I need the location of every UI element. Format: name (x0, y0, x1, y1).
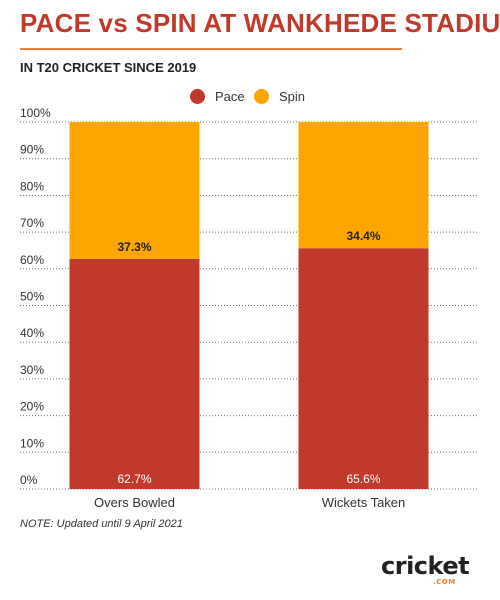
bar-spin (298, 122, 429, 249)
data-label: 37.3% (117, 240, 151, 254)
y-tick-label: 80% (20, 179, 44, 193)
x-tick-label: Wickets Taken (322, 495, 406, 510)
chart-subtitle: IN T20 CRICKET SINCE 2019 (20, 60, 197, 75)
y-tick-label: 30% (20, 363, 44, 377)
bar-pace (298, 248, 429, 489)
title-underline (20, 48, 402, 50)
logo-wordmark: cricket (381, 552, 470, 580)
y-tick-label: 90% (20, 143, 44, 157)
y-tick-label: 0% (20, 473, 38, 487)
footnote: NOTE: Updated until 9 April 2021 (20, 518, 183, 530)
data-label: 34.4% (346, 229, 380, 243)
chart-title: PACE vs SPIN AT WANKHEDE STADIUM (20, 8, 500, 38)
y-tick-label: 70% (20, 216, 44, 230)
y-tick-label: 20% (20, 400, 44, 414)
legend-label-spin: Spin (279, 89, 306, 104)
data-label: 65.6% (346, 472, 380, 486)
bar-spin (69, 122, 200, 259)
legend-swatch-spin (254, 89, 269, 104)
y-tick-label: 40% (20, 326, 44, 340)
bar-pace (69, 258, 200, 489)
y-tick-label: 100% (20, 106, 51, 120)
y-tick-label: 10% (20, 436, 44, 450)
stacked-bar-chart: 0% 10% 20% 30% 40% 50% 60% 70% 80% 90% 100% 62.7% 37… (20, 106, 478, 510)
data-label: 62.7% (117, 472, 151, 486)
legend-swatch-pace (190, 89, 205, 104)
cricket-com-logo: cricket .COM (381, 552, 470, 586)
x-tick-label: Overs Bowled (94, 495, 175, 510)
y-tick-label: 60% (20, 253, 44, 267)
y-tick-label: 50% (20, 290, 44, 304)
legend-label-pace: Pace (215, 89, 245, 104)
logo-suffix: .COM (433, 578, 456, 586)
